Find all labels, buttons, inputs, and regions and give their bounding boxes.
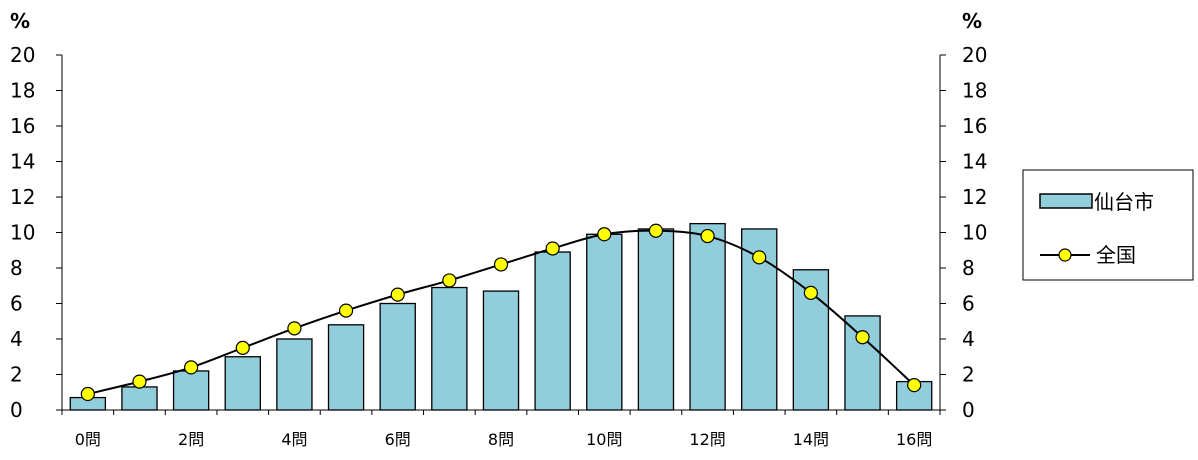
national-point-12 — [700, 228, 715, 244]
legend-box — [1022, 169, 1194, 281]
x-tick-label-14: 14問 — [793, 430, 829, 449]
bar-1 — [121, 386, 158, 411]
bar-8 — [482, 290, 520, 411]
right-tick-label-7: 14 — [962, 150, 987, 174]
national-point-16 — [907, 378, 922, 393]
right-tick-label-4: 8 — [962, 256, 975, 280]
right-unit-label: % — [962, 9, 982, 33]
right-tick-label-2: 4 — [962, 327, 975, 351]
national-point-10 — [597, 227, 612, 242]
bar-5 — [327, 324, 365, 411]
right-tick-label-5: 10 — [962, 221, 987, 245]
x-tick-label-6: 6問 — [385, 430, 411, 449]
left-tick-label-5: 10 — [10, 221, 35, 245]
right-tick-label-9: 18 — [962, 79, 987, 103]
national-point-0 — [80, 386, 95, 402]
national-point-3 — [235, 340, 250, 355]
left-tick-label-7: 14 — [10, 150, 35, 174]
legend-label-sendai: 仙台市 — [1094, 190, 1154, 214]
bar-2 — [172, 370, 210, 411]
left-tick-label-9: 18 — [10, 79, 35, 103]
right-tick-label-3: 6 — [962, 292, 975, 316]
x-tick-label-10: 10問 — [586, 430, 622, 449]
right-tick-label-8: 16 — [962, 114, 987, 138]
bar-7 — [431, 286, 468, 411]
national-point-5 — [338, 303, 354, 318]
left-tick-label-6: 12 — [10, 185, 35, 209]
bar-10 — [586, 233, 623, 411]
right-tick-label-10: 20 — [962, 43, 987, 67]
left-tick-label-10: 20 — [10, 43, 35, 67]
left-tick-label-3: 6 — [10, 292, 23, 316]
x-tick-label-0: 0問 — [75, 430, 101, 449]
x-tick-label-12: 12問 — [689, 430, 725, 449]
x-tick-label-4: 4問 — [281, 430, 307, 449]
right-tick-label-0: 0 — [962, 398, 975, 422]
right-y-axis: 0 2 4 6 8 10 12 14 16 18 20 — [940, 43, 987, 422]
line-series — [80, 223, 922, 402]
national-point-9 — [545, 241, 560, 256]
legend-marker — [1058, 248, 1072, 262]
x-tick-label-8: 8問 — [488, 430, 514, 449]
national-point-11 — [648, 223, 664, 238]
right-tick-label-6: 12 — [962, 185, 987, 209]
legend: 仙台市 全国 — [1022, 169, 1194, 281]
left-tick-label-2: 4 — [10, 327, 23, 351]
left-tick-label-1: 2 — [10, 363, 23, 387]
bar-11 — [637, 228, 675, 411]
national-point-13 — [752, 250, 767, 265]
left-tick-label-4: 8 — [10, 256, 23, 280]
left-tick-label-0: 0 — [10, 398, 23, 422]
national-point-7 — [442, 273, 457, 288]
legend-bar-swatch — [1039, 193, 1093, 209]
national-point-2 — [184, 360, 199, 375]
bar-9 — [534, 251, 571, 411]
right-tick-label-1: 2 — [962, 363, 975, 387]
legend-label-national: 全国 — [1096, 243, 1136, 267]
bar-3 — [224, 356, 261, 411]
left-tick-label-8: 16 — [10, 114, 35, 138]
national-point-4 — [287, 321, 302, 336]
national-point-1 — [132, 374, 147, 389]
national-point-15 — [855, 330, 870, 345]
bar-4 — [276, 338, 313, 411]
bar-12 — [689, 222, 726, 411]
left-y-axis: 0 2 4 6 8 10 12 14 16 18 20 — [10, 43, 62, 422]
bar-15 — [844, 315, 881, 411]
national-point-6 — [390, 287, 405, 302]
bar-6 — [379, 302, 416, 411]
national-point-14 — [803, 285, 818, 300]
bar-series — [69, 222, 933, 411]
national-point-8 — [493, 257, 509, 272]
x-axis: 0問 2問 4問 6問 8問 10問 12問 14問 16問 — [61, 410, 941, 449]
x-tick-label-16: 16問 — [896, 430, 932, 449]
left-unit-label: % — [10, 9, 30, 33]
x-tick-label-2: 2問 — [178, 430, 204, 449]
